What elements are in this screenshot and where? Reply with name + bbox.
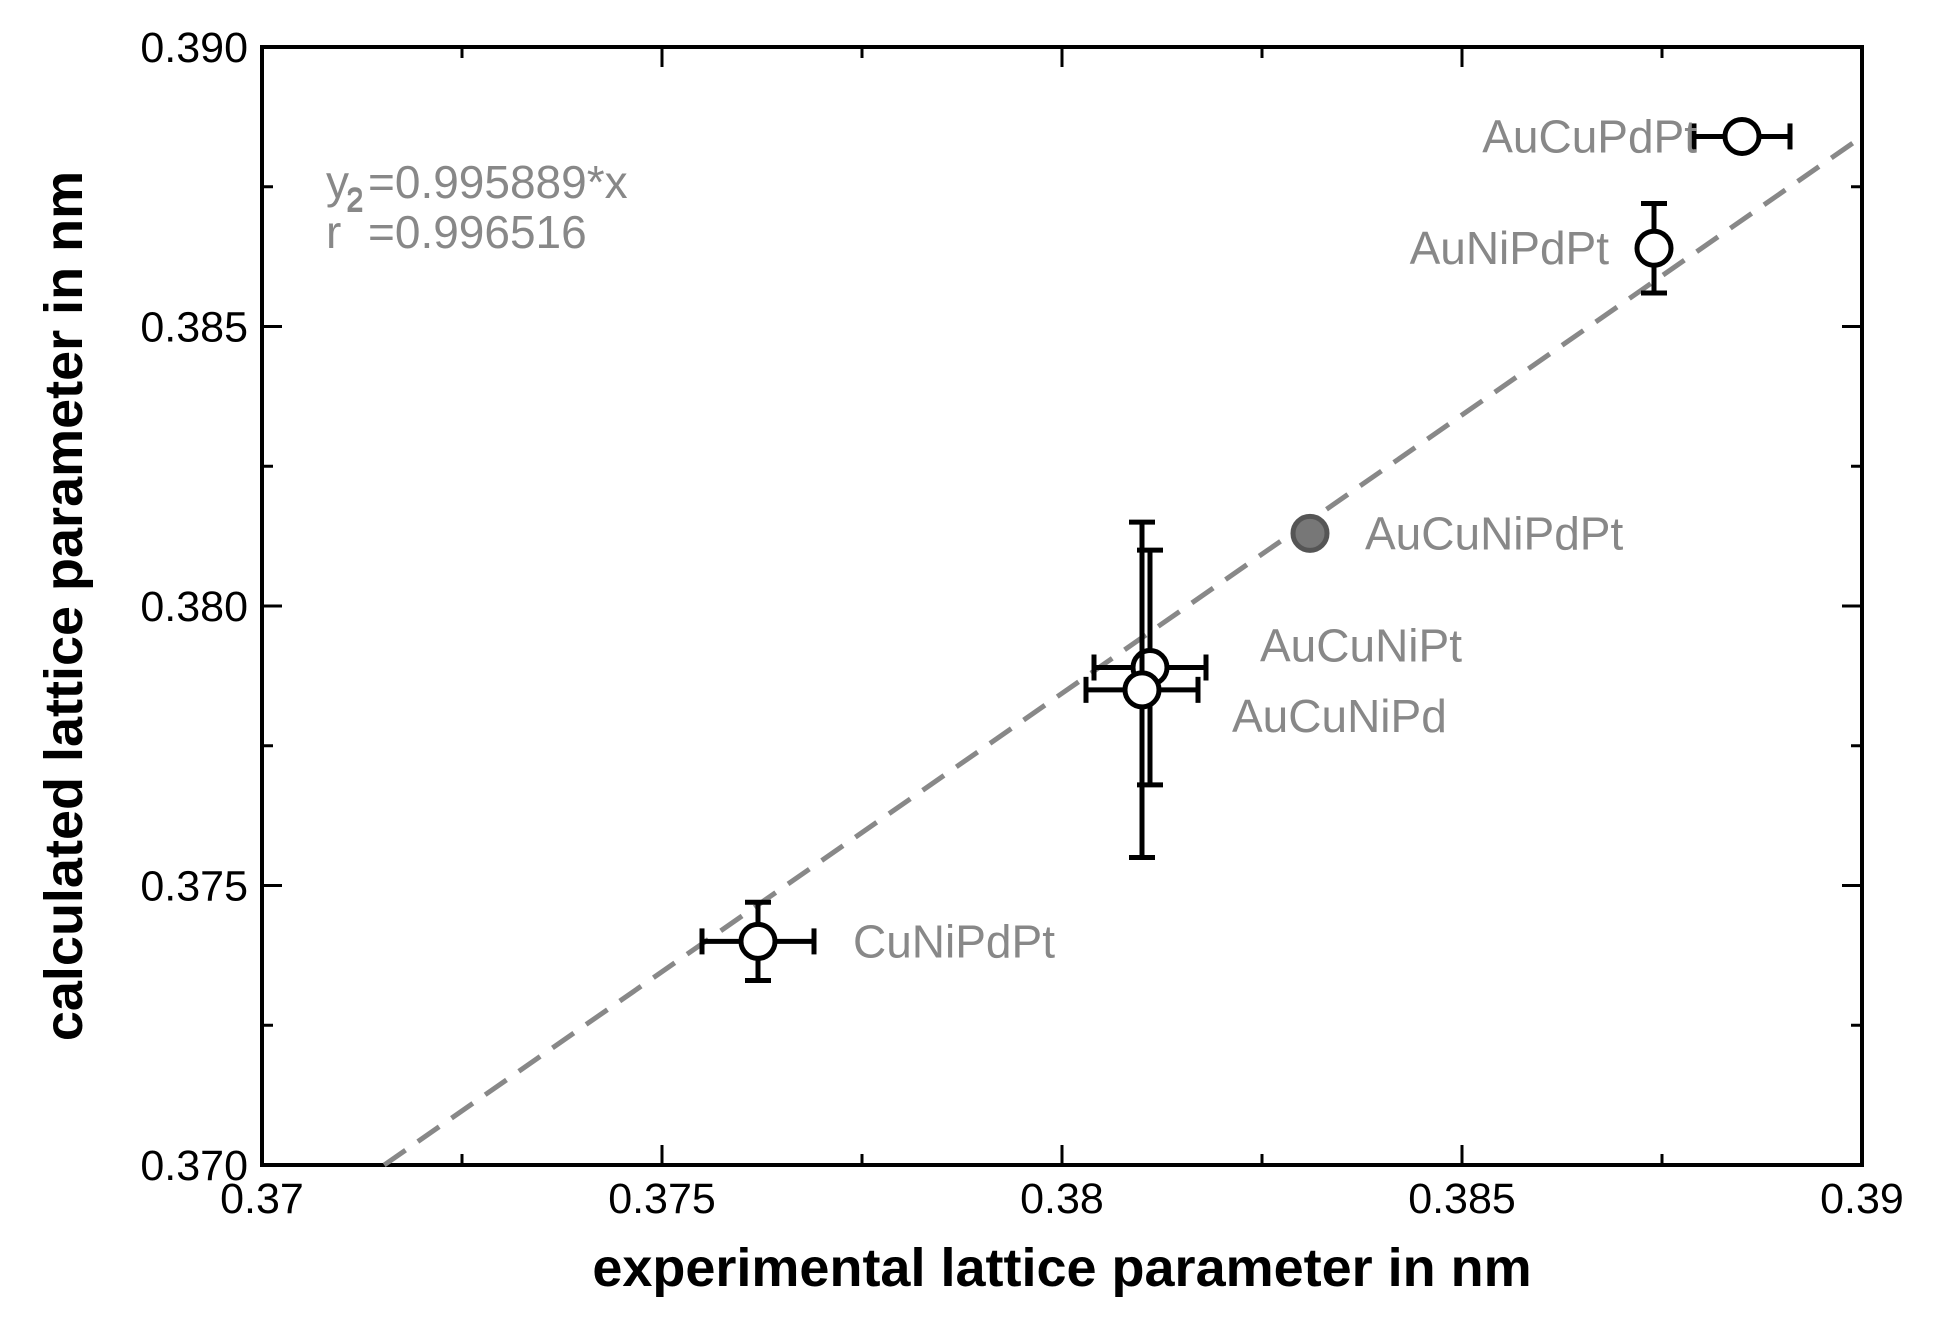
y-tick-label: 0.380 — [140, 583, 248, 631]
data-point: AuNiPdPt — [1410, 201, 1674, 296]
data-point: CuNiPdPt — [699, 899, 1055, 984]
y-tick-label: 0.375 — [140, 863, 248, 911]
data-point: AuCuNiPd — [1083, 519, 1447, 861]
point-label: AuCuNiPd — [1232, 690, 1447, 742]
x-tick-label: 0.39 — [1820, 1175, 1904, 1223]
point-label: AuCuPdPt — [1482, 110, 1697, 162]
fit-equation: y — [326, 156, 349, 208]
fit-r2-prefix: r — [326, 206, 341, 258]
point-label: AuCuNiPt — [1260, 619, 1462, 671]
ticks-layer: 0.37 0.375 0.38 0.385 0.39 0.370 0.375 0.380 0.3… — [140, 24, 1903, 1223]
point-label: AuNiPdPt — [1410, 222, 1610, 274]
x-axis-title: experimental lattice parameter in nm — [592, 1238, 1531, 1298]
x-tick-label: 0.38 — [1020, 1175, 1104, 1223]
fit-r2-body: =0.996516 — [368, 206, 587, 258]
fit-equation-prefix: y — [326, 156, 349, 208]
point-marker — [1634, 228, 1674, 268]
y-axis-title: calculated lattice parameter in nm — [34, 171, 94, 1041]
fit-layer — [382, 134, 1864, 1168]
y-tick-label: 0.370 — [140, 1142, 248, 1190]
point-label: AuCuNiPdPt — [1365, 507, 1623, 559]
fit-r2-sup: 2 — [346, 183, 364, 219]
point-marker — [738, 921, 778, 961]
point-marker — [1122, 670, 1162, 710]
point-marker — [1722, 116, 1762, 156]
x-tick-label: 0.375 — [608, 1175, 716, 1223]
data-point: AuCuPdPt — [1482, 110, 1793, 162]
point-marker — [1290, 513, 1330, 553]
x-tick-label: 0.37 — [220, 1175, 304, 1223]
y-tick-label: 0.390 — [140, 24, 248, 72]
data-point: AuCuNiPt — [1091, 547, 1462, 788]
data-point: AuCuNiPdPt — [1290, 507, 1623, 559]
points-layer: AuCuPdPt AuNiPdPt AuCuNiPdPt AuCuNiPt AuCuNi… — [699, 110, 1793, 984]
x-tick-label: 0.385 — [1408, 1175, 1516, 1223]
fit-equation-sub: 2 — [346, 181, 364, 217]
fit-equation-body: =0.995889*x — [368, 156, 628, 208]
y-tick-label: 0.385 — [140, 304, 248, 352]
point-label: CuNiPdPt — [853, 915, 1055, 967]
fit-line — [382, 134, 1864, 1168]
